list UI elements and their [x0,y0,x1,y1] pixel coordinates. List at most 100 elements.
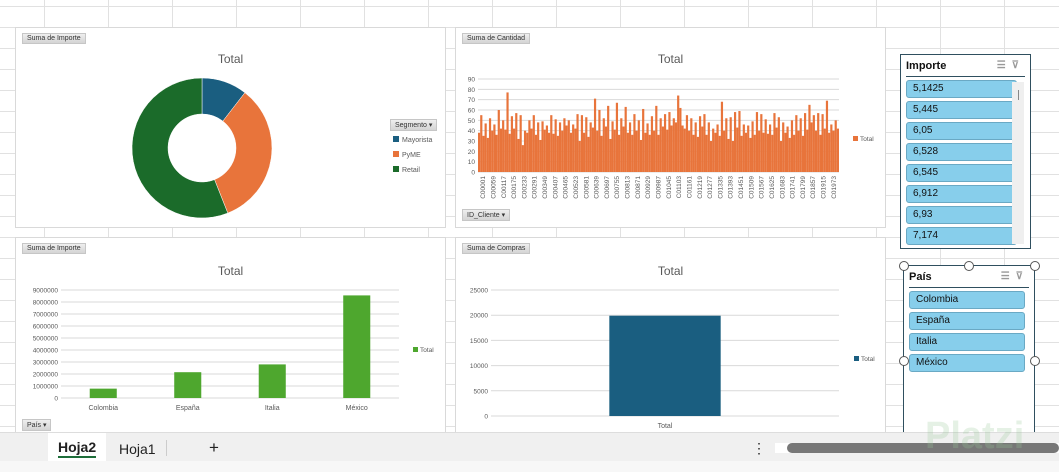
segmento-filter-button[interactable]: Segmento ▾ [390,119,438,131]
more-options-icon[interactable]: ⋮ [752,440,766,456]
bar [578,141,581,172]
field-button-suma-compras[interactable]: Suma de Compras [462,243,531,254]
donut-slice-pyme [214,92,273,214]
add-sheet-button[interactable]: + [209,438,219,457]
bar [683,128,686,172]
bar [478,132,481,172]
bar [523,130,527,172]
resize-handle[interactable] [899,261,909,271]
compras-bar-chart[interactable]: Suma de Compras Total 0 5000 10000 15000 200… [455,237,886,433]
x-tick-label: C00407 [552,176,559,199]
slicer-item[interactable]: 6,912 [906,185,1017,203]
y-tick-label: 80 [468,87,476,94]
segmento-donut-chart[interactable]: Suma de Importe Total Mayorista PyME Retai… [15,27,446,228]
bar [626,132,629,172]
resize-handle[interactable] [899,356,909,366]
bar [657,134,660,172]
resize-handle[interactable] [964,261,974,271]
bar [709,141,713,172]
legend-swatch [413,347,418,352]
bar [556,135,559,172]
field-button-suma-importe[interactable]: Suma de Importe [22,243,86,254]
y-tick-label: 0 [484,414,488,421]
bar [736,127,739,172]
platzi-watermark: Platzi [925,415,1025,457]
slicer-item[interactable]: México [909,354,1025,372]
bar [593,98,597,172]
sheet-tab-hoja1[interactable]: Hoja1 [119,441,156,457]
y-tick-label: 10000 [470,363,488,370]
x-tick-label: C01625 [769,176,776,199]
bar [545,125,549,172]
slicer-item[interactable]: España [909,312,1025,330]
sheet-tab-bar: Hoja2 Hoja1 + ⋮ Platzi [0,415,1059,462]
bar [819,134,822,172]
x-tick-label: C01915 [821,176,828,199]
slicer-item[interactable]: 7,174 [906,227,1017,245]
bar [823,128,826,172]
pais-filter-button[interactable]: País ▾ [22,419,52,431]
x-tick-label: C00523 [573,176,580,199]
bar [766,133,769,172]
legend-label: Mayorista [402,137,432,144]
bar [768,124,772,172]
bar [679,107,682,172]
bar [762,132,765,172]
bar [825,100,829,172]
field-button-suma-importe[interactable]: Suma de Importe [22,33,86,44]
id-cliente-filter-button[interactable]: ID_Cliente ▾ [462,209,511,221]
clear-filter-icon[interactable]: ⊽ [1015,271,1029,282]
x-tick-label: C01509 [748,176,755,199]
bar [795,115,798,172]
bar [771,134,774,172]
legend-label: Total [861,356,875,363]
bar [747,125,750,172]
bar [685,115,689,172]
x-tick-label: C01451 [738,176,745,199]
slicer-item[interactable]: 6,528 [906,143,1017,161]
bar [343,295,371,398]
field-button-suma-cantidad[interactable]: Suma de Cantidad [462,33,530,44]
slicer-scrollbar[interactable] [1012,82,1024,244]
sheet-tab-hoja2[interactable]: Hoja2 [48,433,107,462]
slicer-importe[interactable]: Importe ☰⊽ 5,1425 5,445 6,05 6,528 6,545 6,912… [900,54,1031,249]
slicer-item[interactable]: 6,05 [906,122,1017,140]
resize-handle[interactable] [1030,261,1040,271]
x-tick-label: C01161 [686,176,693,199]
multi-select-icon[interactable]: ☰ [996,60,1012,71]
bar [620,118,623,172]
y-tick-label: 10 [468,159,476,166]
bar [572,124,575,172]
cantidad-bar-chart[interactable]: Suma de Cantidad Total 0 10 20 30 40 50 60 70 80… [455,27,886,228]
bar [696,136,699,172]
slicer-item[interactable]: Colombia [909,291,1025,309]
slicer-item[interactable]: 6,545 [906,164,1017,182]
bar [583,132,586,172]
bar [639,139,643,172]
bar [663,114,667,172]
x-tick-label: C00813 [625,176,632,199]
slicer-item[interactable]: 5,1425 [906,80,1017,98]
bar [777,117,780,172]
bar [591,127,594,172]
bar [611,121,614,172]
bar [799,118,802,172]
slicer-pais[interactable]: País ☰⊽ Colombia España Italia México [903,265,1035,435]
horizontal-scrollbar[interactable] [775,443,1059,453]
slicer-item[interactable]: 5,445 [906,101,1017,119]
clear-filter-icon[interactable]: ⊽ [1011,60,1025,71]
bar [712,128,715,172]
resize-handle[interactable] [1030,356,1040,366]
y-tick-label: 8000000 [33,300,59,307]
slicer-title: País [909,270,932,283]
bar [565,125,568,172]
bar [508,133,511,172]
multi-select-icon[interactable]: ☰ [1000,271,1016,282]
bar-svg: 0 1000000 2000000 3000000 4000000 5000000 6000… [33,288,435,413]
pais-importe-bar-chart[interactable]: Suma de Importe Total 0 1000000 2000000 300… [15,237,446,433]
slicer-item[interactable]: Italia [909,333,1025,351]
slicer-item[interactable]: 6,93 [906,206,1017,224]
bar [618,134,621,172]
bar [797,130,800,172]
x-tick-label: C01219 [697,176,704,199]
